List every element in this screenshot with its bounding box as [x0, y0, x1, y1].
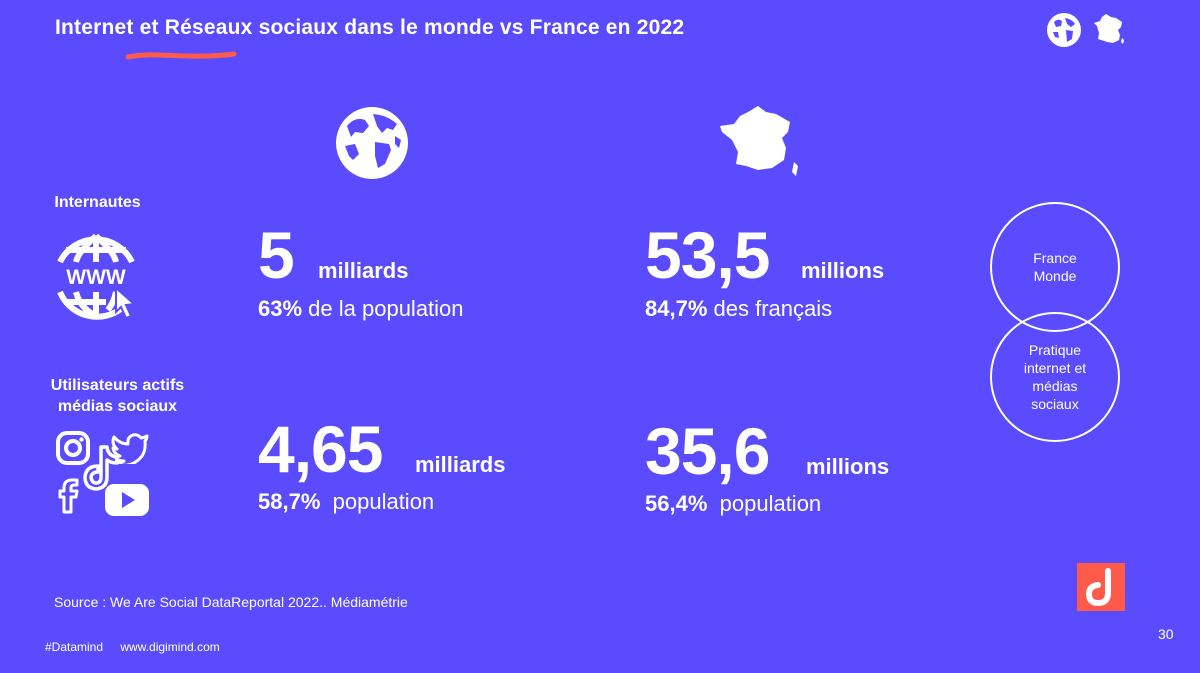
france-internet-share: 84,7% des français: [645, 296, 832, 322]
world-social-pct-text: population: [332, 489, 435, 514]
tiktok-icon: [83, 445, 119, 491]
www-globe-icon: WWW: [57, 233, 137, 320]
facebook-icon: [58, 478, 79, 514]
youtube-icon: [105, 484, 149, 516]
world-social-share: 58,7% population: [258, 489, 434, 515]
footer-website: www.digimind.com: [120, 640, 220, 654]
france-social-value: 35,6: [645, 414, 770, 488]
social-icons: [55, 430, 155, 520]
page-number: 30: [1158, 626, 1174, 642]
france-column-map-icon: [720, 106, 798, 176]
france-social-pct-text: population: [719, 491, 822, 516]
france-internet-pct: 84,7%: [645, 296, 708, 321]
instagram-icon: [56, 431, 90, 465]
twitter-icon: [111, 433, 149, 464]
digimind-logo-mark: [1085, 568, 1111, 607]
social-label: Utilisateurs actifs médias sociaux: [30, 375, 205, 417]
world-internet-share: 63% de la population: [258, 296, 464, 322]
globe-icon: [1047, 13, 1081, 47]
world-social-unit: milliards: [415, 452, 506, 477]
venn-top-line1: France: [1033, 250, 1077, 266]
france-map-icon: [1094, 14, 1124, 44]
world-social-pct: 58,7%: [258, 489, 321, 514]
venn-bottom-line2: internet et: [1023, 360, 1087, 376]
digimind-logo: [1077, 563, 1125, 611]
venn-bottom-line1: Pratique: [1028, 342, 1082, 358]
venn-circle-pratique: Pratique internet et médias sociaux: [990, 312, 1120, 442]
venn-bottom-line4: sociaux: [1031, 396, 1079, 412]
footer-hashtag: #Datamind: [45, 640, 104, 654]
footer: #Datamind www.digimind.com: [45, 640, 220, 654]
title-underline: [126, 51, 237, 60]
world-column-globe-icon: [336, 107, 408, 179]
france-social-unit: millions: [806, 454, 890, 479]
world-social-value: 4,65: [258, 412, 383, 486]
social-label-line1: Utilisateurs actifs: [50, 377, 185, 394]
world-internet-pct-text: de la population: [308, 296, 464, 321]
social-label-line2: médias sociaux: [57, 398, 178, 415]
world-internet-pct: 63%: [258, 296, 303, 321]
internautes-label: Internautes: [54, 194, 141, 211]
world-internet-unit: milliards: [318, 258, 409, 283]
france-internet-unit: millions: [801, 258, 885, 283]
svg-text:WWW: WWW: [66, 266, 126, 289]
page-title: Internet et Réseaux sociaux dans le mond…: [55, 16, 685, 39]
france-social-share: 56,4% population: [645, 491, 821, 517]
france-internet-value: 53,5: [645, 218, 770, 292]
source-note: Source : We Are Social DataReportal 2022…: [54, 594, 408, 610]
venn-top-line2: Monde: [1033, 268, 1077, 284]
world-internet-value: 5: [258, 218, 295, 292]
venn-bottom-line3: médias: [1032, 378, 1078, 394]
france-internet-pct-text: des français: [713, 296, 833, 321]
france-social-pct: 56,4%: [645, 491, 708, 516]
